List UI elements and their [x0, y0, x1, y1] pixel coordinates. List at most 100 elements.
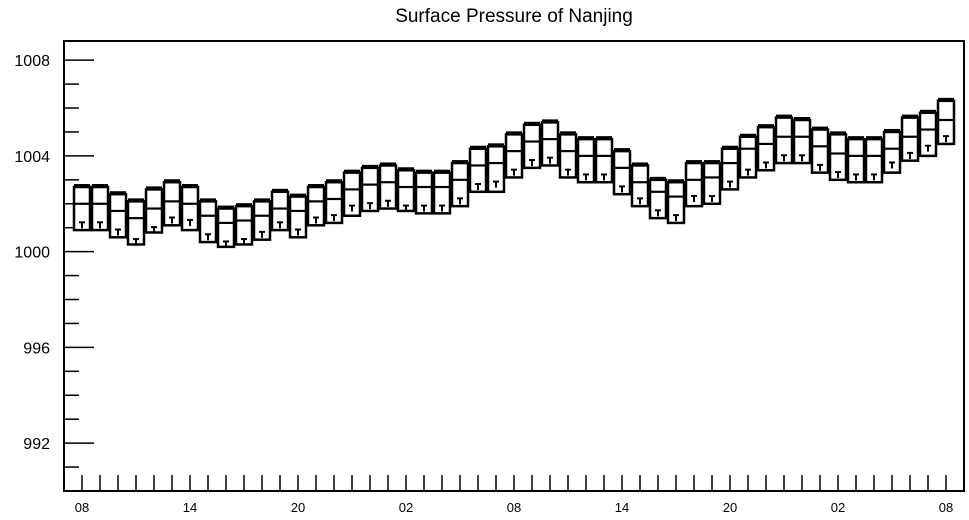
box-item: [936, 97, 956, 146]
y-tick-label: 1004: [14, 149, 50, 166]
x-tick-label: 14: [615, 500, 629, 515]
box-body: [360, 166, 380, 213]
y-tick-label: 992: [23, 436, 50, 453]
box-item: [540, 119, 560, 167]
box-body: [252, 200, 272, 241]
box-body: [540, 121, 560, 167]
box-body: [450, 161, 470, 208]
box-item: [360, 164, 380, 213]
box-item: [126, 198, 146, 246]
y-axis: 992 996 1000 1004 1008: [14, 53, 94, 492]
box-body: [72, 185, 92, 232]
x-tick-label: 20: [291, 500, 305, 515]
box-body: [144, 188, 164, 234]
x-tick-label: 08: [507, 500, 521, 515]
box-item: [252, 198, 272, 241]
box-body: [378, 164, 398, 210]
box-item: [396, 167, 416, 213]
box-body: [162, 180, 182, 227]
box-item: [576, 136, 596, 184]
box-body: [864, 137, 884, 184]
box-item: [666, 179, 686, 225]
box-body: [882, 130, 902, 174]
box-body: [486, 145, 506, 194]
box-body: [270, 190, 290, 232]
box-item: [414, 169, 434, 215]
box-body: [594, 137, 614, 184]
box-item: [918, 109, 938, 158]
box-item: [648, 176, 668, 220]
y-tick-label: 996: [23, 340, 50, 357]
box-body: [612, 149, 632, 196]
box-body: [504, 133, 524, 179]
box-body: [810, 128, 830, 174]
box-body: [126, 200, 146, 246]
box-body: [720, 147, 740, 191]
box-body: [432, 171, 452, 215]
box-body: [648, 178, 668, 220]
box-body: [774, 116, 794, 165]
box-body: [342, 171, 362, 217]
box-body: [702, 161, 722, 206]
box-item: [558, 131, 578, 179]
box-body: [756, 125, 776, 172]
chart-title: Surface Pressure of Nanjing: [395, 6, 633, 27]
box-body: [324, 180, 344, 225]
box-item: [792, 116, 812, 165]
box-item: [612, 148, 632, 196]
box-body: [522, 123, 542, 170]
box-item: [504, 131, 524, 179]
x-axis: 08 14 20 02 08 14 20 02 08: [75, 475, 953, 515]
box-item: [180, 184, 200, 232]
box-body: [738, 135, 758, 179]
box-item: [378, 162, 398, 210]
box-body: [918, 111, 938, 158]
box-item: [288, 193, 308, 239]
box-item: [198, 198, 218, 244]
box-item: [486, 143, 506, 194]
box-item: [630, 162, 650, 208]
box-body: [288, 195, 308, 239]
box-item: [324, 179, 344, 225]
box-series: [72, 97, 956, 249]
box-body: [108, 192, 128, 239]
box-item: [846, 136, 866, 184]
box-body: [936, 99, 956, 146]
box-item: [216, 205, 236, 249]
box-body: [900, 116, 920, 162]
box-body: [828, 133, 848, 182]
box-item: [432, 169, 452, 215]
box-item: [882, 128, 902, 174]
box-item: [756, 124, 776, 172]
box-body: [666, 180, 686, 225]
plot-frame: [63, 40, 965, 492]
box-body: [684, 161, 704, 208]
box-item: [468, 145, 488, 194]
box-item: [738, 133, 758, 179]
x-tick-label: 02: [831, 500, 845, 515]
box-body: [180, 185, 200, 232]
box-body: [792, 118, 812, 165]
box-body: [630, 164, 650, 208]
box-item: [342, 169, 362, 217]
box-body: [414, 171, 434, 215]
box-body: [576, 137, 596, 184]
box-item: [108, 191, 128, 239]
box-body: [306, 185, 326, 227]
box-item: [774, 114, 794, 165]
box-item: [702, 160, 722, 206]
box-item: [864, 136, 884, 184]
box-item: [306, 184, 326, 227]
box-item: [234, 203, 254, 246]
box-item: [72, 184, 92, 232]
box-body: [198, 200, 218, 244]
box-item: [594, 136, 614, 184]
y-tick-label: 1008: [14, 53, 50, 70]
box-item: [828, 131, 848, 182]
box-item: [450, 160, 470, 208]
x-tick-label: 20: [723, 500, 737, 515]
x-tick-label: 08: [75, 500, 89, 515]
box-item: [522, 121, 542, 170]
box-body: [90, 185, 110, 232]
